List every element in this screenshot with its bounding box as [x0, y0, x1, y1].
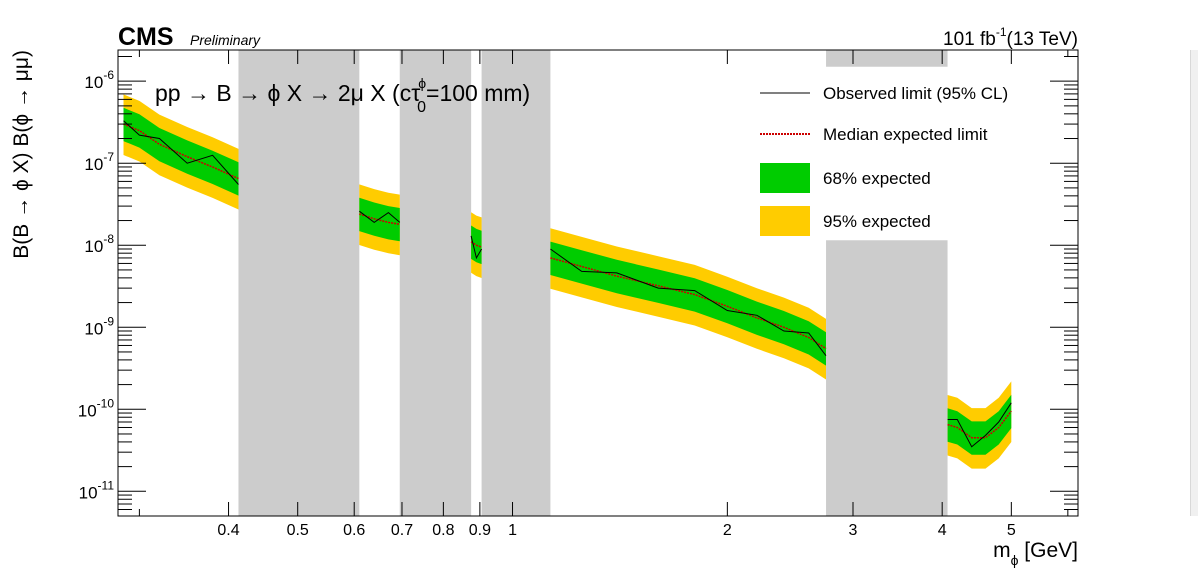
lumi-exponent: -1: [996, 25, 1007, 39]
observed-line-segment-2: [470, 235, 483, 260]
x-tick-label-0: 0.4: [217, 522, 239, 539]
legend-95-swatch: [760, 206, 810, 236]
y-tick-base-4: 10: [84, 155, 103, 174]
x-tick-label-6: 1: [508, 522, 517, 539]
x-tick-label-10: 5: [1007, 522, 1016, 539]
y-tick-label-4: 10-7: [84, 150, 114, 174]
excluded-region-4: [826, 50, 948, 67]
x-tick-label-7: 2: [723, 522, 732, 539]
legend-observed-label: Observed limit (95% CL): [823, 84, 1008, 103]
y-tick-base-5: 10: [84, 73, 103, 92]
y-tick-exp-5: -6: [103, 68, 114, 82]
x-axis-ticks: 0.4 0.5 0.6 0.7 0.8 0.9 1 2 3 4 5: [138, 50, 1069, 539]
y-axis-title: B(B → ϕ X) B(ϕ → μμ): [10, 50, 33, 259]
legend-68-label: 68% expected: [823, 169, 931, 188]
x-tick-label-4: 0.8: [432, 522, 454, 539]
x-tick-label-3: 0.7: [391, 522, 413, 539]
y-tick-base-2: 10: [84, 319, 103, 338]
y-tick-base-3: 10: [84, 237, 103, 256]
x-axis-title-tail: [GeV]: [1018, 539, 1078, 562]
y-tick-exp-4: -7: [103, 150, 114, 164]
process-main: pp → B → ϕ X → 2μ X (cτ: [155, 80, 420, 106]
process-superscript: ϕ: [418, 75, 426, 91]
legend-expected-label: Median expected limit: [823, 125, 988, 144]
observed-line-segment-4: [947, 402, 1012, 448]
band-68-segment-4: [947, 394, 1012, 455]
x-tick-label-2: 0.6: [343, 522, 365, 539]
x-tick-label-8: 3: [849, 522, 858, 539]
lumi-value: 101 fb: [943, 29, 996, 50]
expected-line-segment-2: [470, 241, 482, 248]
excluded-region-3: [826, 240, 948, 516]
legend-95-label: 95% expected: [823, 212, 931, 231]
excluded-region-0: [238, 50, 360, 516]
band-68-segment-0: [123, 107, 239, 196]
y-tick-exp-1: -10: [97, 396, 115, 410]
excluded-regions: [238, 50, 948, 516]
y-tick-exp-0: -11: [98, 478, 115, 492]
observed-limit-layer: [123, 120, 1012, 448]
y-tick-label-2: 10-9: [84, 314, 114, 338]
process-tail: =100 mm): [426, 80, 530, 106]
excluded-region-1: [399, 50, 472, 516]
band-68-segment-3: [550, 241, 826, 366]
plot-frame: [117, 49, 1079, 517]
process-subscript: 0: [417, 99, 426, 116]
x-tick-label-1: 0.5: [287, 522, 309, 539]
x-axis-title: mϕ [GeV]: [993, 539, 1078, 568]
experiment-label: CMS: [118, 23, 174, 51]
x-tick-label-5: 0.9: [469, 522, 491, 539]
x-axis-title-sub: ϕ: [1011, 552, 1019, 568]
energy-label: (13 TeV): [1007, 29, 1078, 50]
legend: Observed limit (95% CL) Median expected …: [760, 84, 1008, 236]
observed-line-segment-3: [550, 248, 827, 357]
lumi-label: 101 fb-1(13 TeV): [943, 25, 1078, 50]
y-tick-base-0: 10: [79, 483, 98, 502]
observed-line-segment-1: [358, 210, 401, 224]
y-tick-exp-2: -9: [103, 314, 114, 328]
expected-line-segment-4: [947, 410, 1012, 439]
y-tick-base-1: 10: [78, 401, 97, 420]
y-tick-exp-3: -8: [103, 232, 114, 246]
legend-68-swatch: [760, 163, 810, 193]
y-tick-label-0: 10-11: [79, 478, 115, 502]
process-annotation: pp → B → ϕ X → 2μ X (cτϕ 0=100 mm): [155, 75, 530, 116]
excluded-region-2: [481, 50, 551, 516]
status-label: Preliminary: [190, 32, 261, 48]
y-tick-label-1: 10-10: [78, 396, 115, 420]
x-tick-label-9: 4: [938, 522, 947, 539]
observed-line-segment-0: [123, 120, 239, 185]
expected-line-segment-0: [123, 123, 239, 180]
scrollbar-track[interactable]: [1190, 50, 1198, 516]
x-axis-title-main: m: [993, 539, 1011, 562]
y-tick-label-5: 10-6: [84, 68, 114, 92]
y-tick-label-3: 10-8: [84, 232, 114, 256]
